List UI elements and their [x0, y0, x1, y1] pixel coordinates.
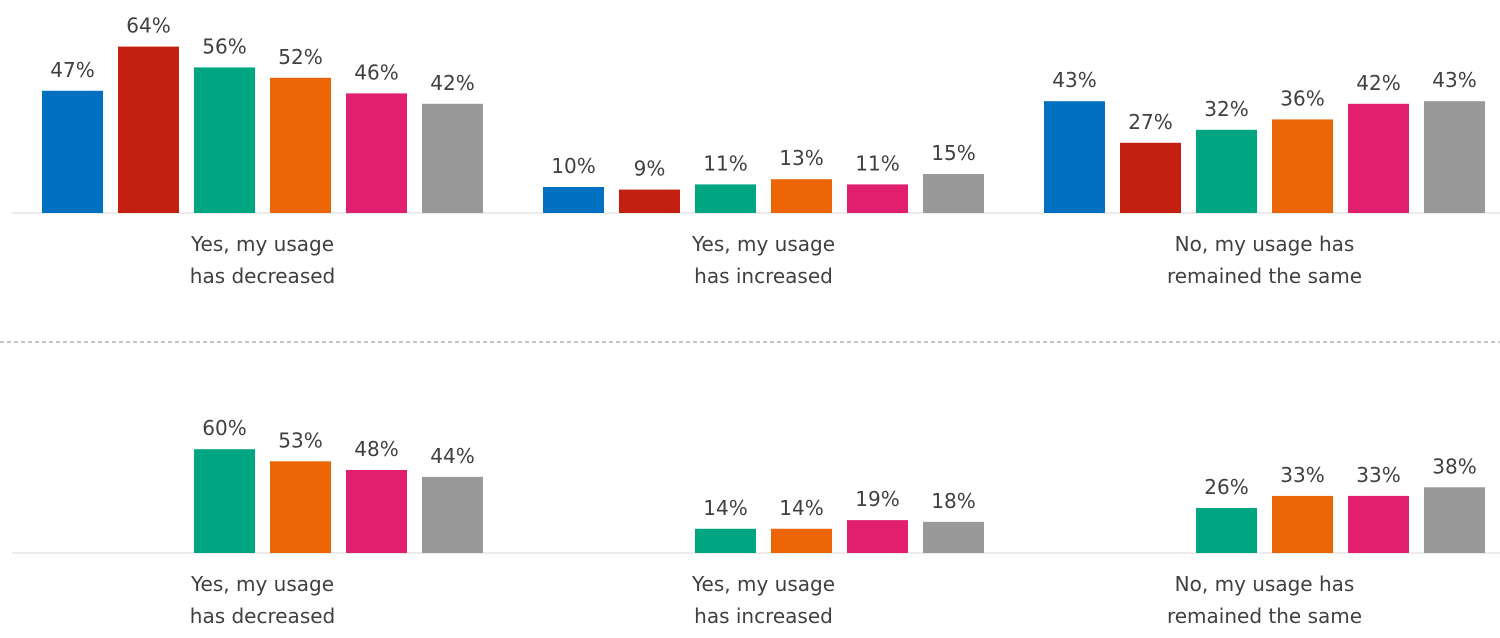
bar	[1272, 119, 1333, 213]
value-label: 43%	[1052, 68, 1096, 92]
bar	[270, 461, 331, 553]
category-label: No, my usage has remained the same	[1166, 232, 1363, 288]
bar	[1424, 101, 1485, 213]
bar	[1196, 129, 1257, 213]
value-label: 33%	[1356, 463, 1400, 487]
bar	[695, 528, 756, 553]
bar	[771, 179, 832, 213]
value-label: 38%	[1432, 454, 1476, 478]
bar	[1272, 495, 1333, 553]
value-label: 52%	[278, 45, 322, 69]
value-label: 14%	[703, 496, 747, 520]
bar	[619, 189, 680, 213]
bar	[1196, 508, 1257, 553]
value-label: 60%	[202, 416, 246, 440]
category-label: No, my usage has remained the same	[1166, 572, 1363, 628]
value-label: 19%	[855, 487, 899, 511]
bar	[42, 90, 103, 213]
value-label: 56%	[202, 34, 246, 58]
value-label: 42%	[1356, 71, 1400, 95]
value-label: 47%	[50, 58, 94, 82]
value-label: 43%	[1432, 68, 1476, 92]
value-label: 36%	[1280, 86, 1324, 110]
value-label: 14%	[779, 496, 823, 520]
value-label: 26%	[1204, 475, 1248, 499]
value-label: 10%	[551, 154, 595, 178]
category-label: Yes, my usage has increased	[691, 572, 836, 628]
value-label: 27%	[1128, 110, 1172, 134]
bar	[194, 449, 255, 553]
bar	[118, 46, 179, 213]
bar	[923, 521, 984, 553]
bar	[1348, 103, 1409, 213]
bar	[270, 77, 331, 213]
value-label: 53%	[278, 428, 322, 452]
value-label: 33%	[1280, 463, 1324, 487]
bar	[346, 93, 407, 213]
value-label: 44%	[430, 444, 474, 468]
bar	[847, 184, 908, 213]
bar	[695, 184, 756, 213]
value-label: 15%	[931, 141, 975, 165]
bar	[1348, 495, 1409, 553]
bar	[422, 103, 483, 213]
value-label: 42%	[430, 71, 474, 95]
value-label: 46%	[354, 60, 398, 84]
value-label: 32%	[1204, 97, 1248, 121]
category-label: Yes, my usage has decreased	[189, 232, 336, 288]
value-label: 13%	[779, 146, 823, 170]
category-label: Yes, my usage has decreased	[189, 572, 336, 628]
value-label: 64%	[126, 14, 170, 38]
bar	[346, 469, 407, 553]
value-label: 48%	[354, 437, 398, 461]
bar	[923, 174, 984, 213]
bar	[194, 67, 255, 214]
value-label: 11%	[855, 151, 899, 175]
bar	[543, 187, 604, 213]
bar	[422, 476, 483, 553]
bar	[1044, 101, 1105, 213]
category-label: Yes, my usage has increased	[691, 232, 836, 288]
bar	[1120, 142, 1181, 213]
value-label: 11%	[703, 151, 747, 175]
bar	[771, 528, 832, 553]
bar	[847, 520, 908, 553]
bar	[1424, 487, 1485, 553]
value-label: 9%	[634, 157, 666, 181]
value-label: 18%	[931, 489, 975, 513]
